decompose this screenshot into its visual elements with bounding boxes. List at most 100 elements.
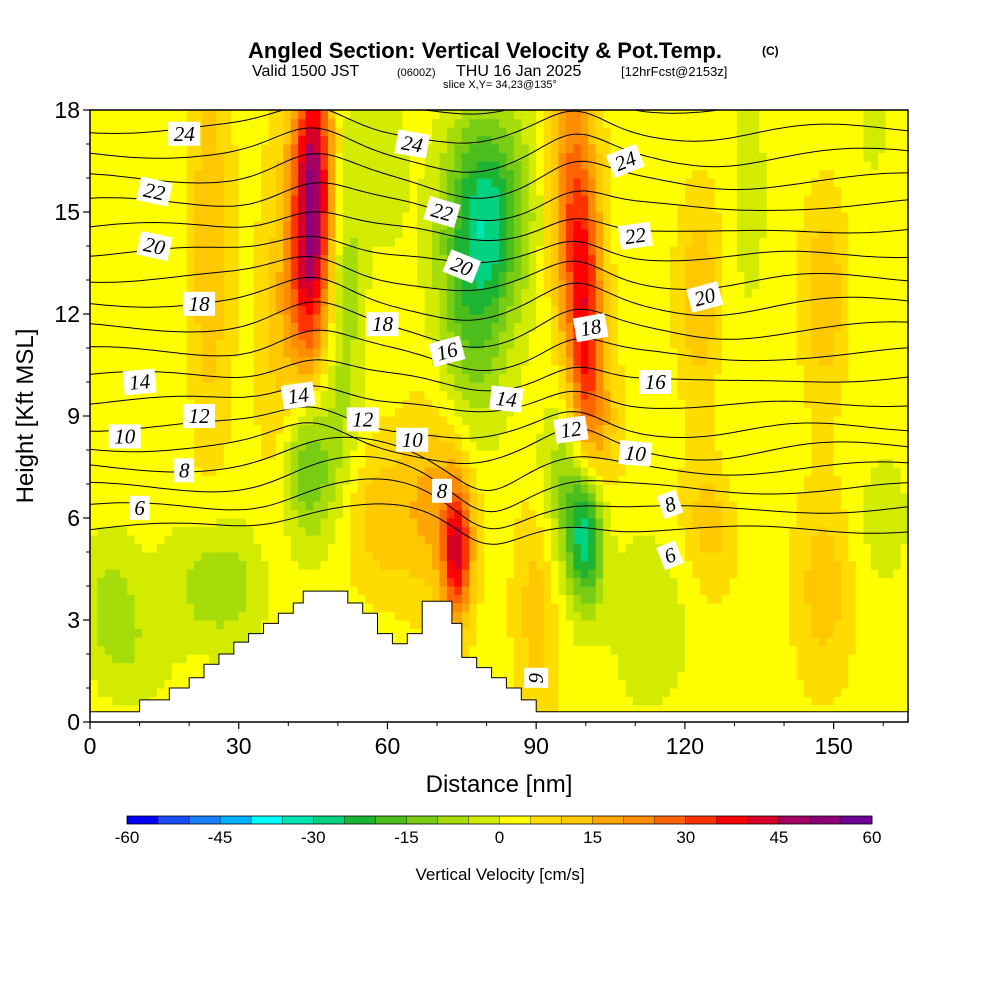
velocity-cell [290,348,299,358]
velocity-cell [521,637,530,647]
velocity-cell [595,637,604,647]
velocity-cell [261,492,270,502]
velocity-cell [223,407,232,417]
velocity-cell [372,382,381,392]
velocity-cell [476,331,485,341]
velocity-cell [119,195,128,205]
velocity-cell [216,305,225,315]
velocity-cell [365,237,374,247]
velocity-cell [216,603,225,613]
velocity-cell [112,577,121,587]
velocity-cell [446,322,455,332]
velocity-cell [179,560,188,570]
velocity-cell [216,399,225,409]
velocity-cell [439,543,448,553]
velocity-cell [156,501,165,511]
velocity-cell [469,645,478,655]
velocity-cell [261,458,270,468]
velocity-cell [551,288,560,298]
velocity-cell [409,322,418,332]
velocity-cell [305,450,314,460]
velocity-cell [119,560,128,570]
velocity-cell [208,220,218,230]
velocity-cell [112,382,121,392]
velocity-cell [513,526,522,536]
velocity-cell [186,110,195,120]
velocity-cell [261,322,270,332]
velocity-cell [216,382,225,392]
velocity-cell [446,416,455,426]
velocity-cell [558,322,567,332]
velocity-cell [238,339,247,349]
velocity-cell [380,433,389,443]
velocity-cell [580,382,589,392]
velocity-cell [558,288,567,298]
velocity-cell [380,543,389,553]
velocity-cell [305,339,314,349]
velocity-cell [156,169,165,179]
velocity-cell [350,271,359,281]
velocity-cell [573,679,582,689]
velocity-cell [424,382,433,392]
velocity-cell [246,501,255,511]
velocity-cell [127,569,136,579]
velocity-cell [127,169,136,179]
velocity-cell [461,628,470,638]
velocity-cell [551,356,560,366]
velocity-cell [253,288,262,298]
velocity-cell [528,161,537,171]
velocity-cell [543,365,552,375]
velocity-cell [565,288,574,298]
velocity-cell [424,552,433,562]
velocity-cell [335,246,344,256]
velocity-cell [238,535,247,545]
velocity-cell [558,518,567,528]
velocity-cell [402,186,411,196]
velocity-cell [231,178,240,188]
velocity-cell [558,144,567,154]
velocity-cell [365,509,374,519]
velocity-cell [528,365,537,375]
velocity-cell [499,535,508,545]
velocity-cell [156,620,165,630]
velocity-cell [238,373,247,383]
velocity-cell [350,552,359,562]
velocity-cell [127,399,136,409]
velocity-cell [461,229,470,239]
velocity-cell [380,535,389,545]
velocity-cell [528,688,537,698]
velocity-cell [521,220,530,230]
velocity-cell [342,169,351,179]
velocity-cell [528,203,537,213]
velocity-cell [536,560,545,570]
velocity-cell [275,492,284,502]
velocity-cell [327,535,336,545]
velocity-cell [402,288,411,298]
velocity-cell [365,271,374,281]
velocity-cell [558,671,567,681]
velocity-cell [521,475,530,485]
velocity-cell [179,535,188,545]
velocity-cell [305,178,314,188]
velocity-cell [424,229,433,239]
velocity-cell [543,322,552,332]
velocity-cell [194,654,203,664]
velocity-cell [253,543,262,553]
velocity-cell [454,356,463,366]
velocity-cell [246,475,255,485]
velocity-cell [275,271,284,281]
velocity-cell [253,475,262,485]
velocity-cell [305,263,314,273]
velocity-cell [238,637,247,647]
velocity-cell [298,467,307,477]
velocity-cell [484,314,493,324]
velocity-cell [476,237,485,247]
velocity-cell [201,118,210,128]
velocity-cell [350,518,359,528]
velocity-cell [305,577,314,587]
velocity-cell [521,339,530,349]
velocity-cell [335,382,344,392]
velocity-cell [134,662,143,672]
velocity-cell [394,254,403,264]
velocity-cell [446,467,455,477]
